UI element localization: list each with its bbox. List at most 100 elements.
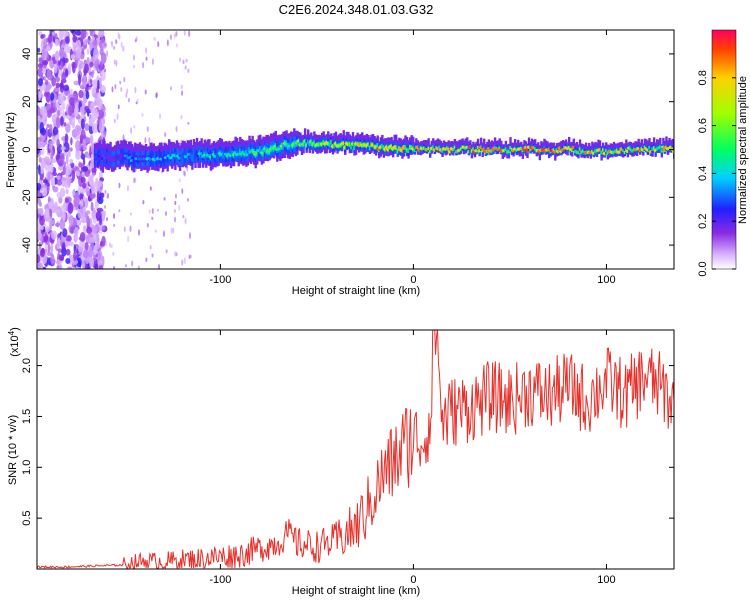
spectrogram-cell <box>115 59 118 67</box>
spectrogram-cell <box>195 149 199 157</box>
spectrogram-cell <box>113 59 116 65</box>
spectrogram-cell <box>47 242 51 255</box>
spectrogram-cell <box>113 213 116 219</box>
spectrogram-cell <box>164 132 167 137</box>
spectrogram-cell <box>612 150 616 155</box>
spectrogram-cell <box>145 257 148 262</box>
spectrogram-cell <box>96 232 100 243</box>
spectrogram-cell <box>84 241 89 251</box>
spectrogram-cell <box>76 219 82 227</box>
spectrogram-cell <box>49 59 54 69</box>
spectrogram-cell <box>155 92 158 99</box>
spectrogram-cell <box>153 36 156 41</box>
spectrogram-cell <box>55 76 61 83</box>
colorbar-ticks: 0.0 0.2 0.4 0.6 0.8 <box>697 70 736 277</box>
spectrogram-cell <box>381 143 384 149</box>
spectrogram-cell <box>46 182 50 187</box>
spectrogram-cell <box>151 208 154 215</box>
spectrogram-cell <box>46 68 52 80</box>
spectrogram-cell <box>81 48 85 55</box>
spectrogram-cell <box>121 152 125 160</box>
spectrogram-cell <box>141 112 144 117</box>
spectrogram-cell <box>189 254 192 259</box>
spectrogram-cell <box>39 122 45 134</box>
spectrogram-cell <box>191 154 194 162</box>
spectrogram-cell <box>37 105 41 117</box>
spectrogram-cell <box>110 244 113 249</box>
spectrogram-cell <box>179 57 182 62</box>
spectrogram-cell <box>459 147 463 151</box>
spectrogram-cell <box>50 148 54 158</box>
spectrogram-cell <box>84 123 90 131</box>
spectrogram-cell <box>84 63 89 74</box>
spectrogram-cell <box>58 60 61 66</box>
spectrogram-cell <box>81 111 85 120</box>
snr-x-label: Height of straight line (km) <box>292 585 420 597</box>
spectrogram-cell <box>175 43 178 48</box>
spectrogram-cell <box>118 209 121 213</box>
spectrogram-cell <box>188 232 191 239</box>
spectrogram-cell <box>308 141 311 147</box>
spectrogram-cell <box>46 123 50 128</box>
colorbar-tick-label: 0.2 <box>697 214 709 229</box>
spectrogram-cell <box>98 30 105 38</box>
spectrogram-cell <box>134 177 137 183</box>
spectrogram-cell <box>615 148 619 153</box>
spectrogram-cell <box>54 38 58 47</box>
spectrogram-cell <box>97 250 103 262</box>
spectrogram-cell <box>38 164 41 175</box>
spectrogram-cell <box>73 251 77 262</box>
spectrogram-cell <box>97 79 100 90</box>
spectrogram-cell <box>56 109 61 117</box>
spectrogram-cell <box>80 198 84 207</box>
spectrogram-cell <box>60 210 64 221</box>
spectrogram-cell <box>45 45 51 52</box>
spectrogram-cell <box>90 237 97 244</box>
spectrogram-cell <box>44 208 50 219</box>
snr-scale-label: (x104) <box>7 327 21 357</box>
spectrogram-cell <box>75 152 82 160</box>
spectrogram-cell <box>178 204 181 211</box>
spectrogram-cell <box>125 92 128 99</box>
spectrogram-cell <box>68 215 74 227</box>
spectrogram-cell <box>91 87 97 93</box>
spectrogram-cell <box>660 149 664 153</box>
spectrogram-cell <box>61 101 66 111</box>
spectrogram-cell <box>623 150 626 155</box>
spectrogram-cell <box>63 43 69 54</box>
spectrogram-cell <box>113 223 116 228</box>
spectrogram-cell <box>37 247 41 256</box>
spectrogram-cell <box>520 146 523 151</box>
spectrogram-cell <box>648 145 651 150</box>
spectrogram-cell <box>174 216 177 223</box>
spectrogram-cell <box>217 152 220 160</box>
spectrogram-cell <box>80 129 86 142</box>
colorbar-tick-label: 0.0 <box>697 261 709 276</box>
spectrogram-cell <box>74 30 82 36</box>
spectrogram-cell <box>82 207 87 212</box>
spectrogram-cell <box>57 248 63 253</box>
spectrogram-cell <box>597 139 600 153</box>
spectrogram-cell <box>45 91 51 103</box>
spectrogram-cell <box>37 207 43 215</box>
spectrogram-cell <box>78 89 84 99</box>
spectrogram-cell <box>40 34 44 40</box>
spectrogram-cell <box>438 145 441 150</box>
spectrogram-cell <box>60 204 64 212</box>
spectrogram-cell <box>151 153 154 161</box>
spectrogram-cell <box>80 30 87 40</box>
spectrogram-cell <box>175 125 178 133</box>
spectrogram-cell <box>64 133 69 144</box>
spectrogram-cell <box>98 119 103 131</box>
spectrogram-cell <box>73 80 80 86</box>
spectrogram-cell <box>413 148 416 153</box>
spectrogram-cell <box>481 148 484 153</box>
spectrogram-cell <box>165 211 168 216</box>
colorbar-gradient <box>712 30 736 269</box>
spectrogram-cell <box>490 149 494 153</box>
snr-y-label: SNR (10 * v/v) <box>7 415 19 485</box>
spectrogram-cell <box>69 117 76 126</box>
spectrogram-cell <box>94 108 98 120</box>
spectrogram-cell <box>92 217 97 224</box>
spectrogram-cell <box>106 50 109 57</box>
